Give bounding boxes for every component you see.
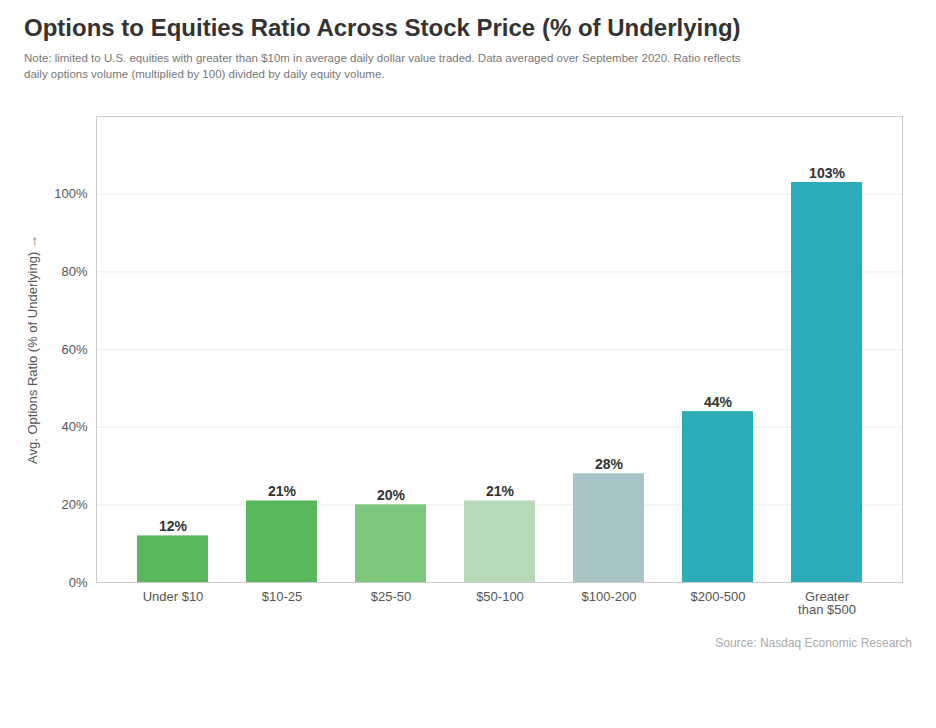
svg-text:Under $10: Under $10: [143, 589, 204, 604]
svg-text:40%: 40%: [61, 420, 87, 435]
svg-text:28%: 28%: [595, 456, 624, 472]
svg-text:100%: 100%: [54, 187, 88, 202]
svg-text:$100-200: $100-200: [582, 589, 637, 604]
svg-text:80%: 80%: [61, 264, 87, 279]
svg-text:$50-100: $50-100: [476, 589, 524, 604]
html-text:Options to Equities Ratio Acro: Options to Equities Ratio Across Stock P…: [24, 14, 741, 41]
svg-text:60%: 60%: [61, 342, 87, 357]
svg-text:12%: 12%: [159, 519, 188, 535]
svg-text:$25-50: $25-50: [371, 589, 411, 604]
svg-text:44%: 44%: [704, 394, 733, 410]
svg-text:$10-25: $10-25: [262, 589, 302, 604]
svg-text:21%: 21%: [268, 484, 297, 500]
svg-text:20%: 20%: [377, 488, 406, 504]
svg-text:Greaterthan $500: Greaterthan $500: [798, 589, 856, 617]
svg-text:21%: 21%: [486, 484, 515, 500]
html-text:Source: Nasdaq Economic Resear: Source: Nasdaq Economic Research: [715, 636, 912, 651]
svg-text:20%: 20%: [61, 497, 87, 512]
svg-text:0%: 0%: [69, 575, 88, 590]
svg-text:$200-500: $200-500: [691, 589, 746, 604]
html-text:Note: limited to U.S. equities: Note: limited to U.S. equities with grea…: [24, 52, 741, 81]
svg-text:103%: 103%: [809, 165, 845, 181]
svg-text:Avg. Options Ratio (% of Under: Avg. Options Ratio (% of Underlying) →: [25, 235, 40, 464]
